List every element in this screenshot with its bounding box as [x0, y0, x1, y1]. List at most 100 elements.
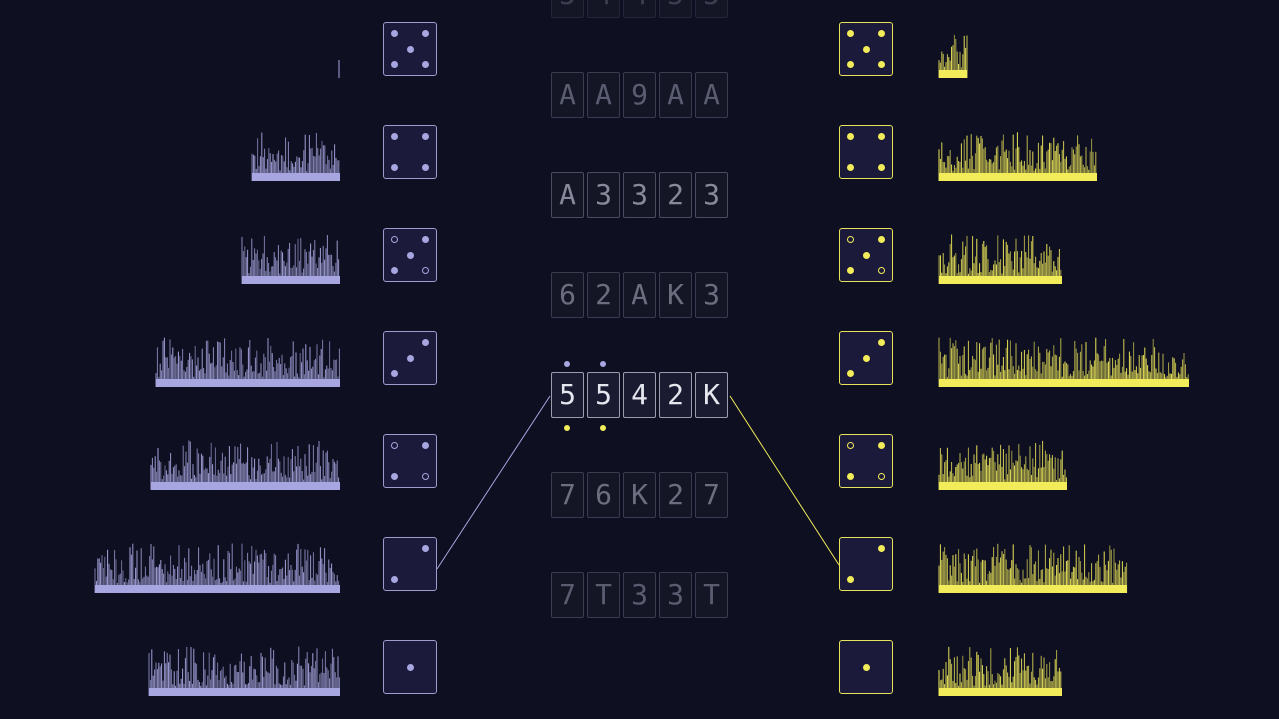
die-pip — [406, 663, 414, 671]
die-pip — [847, 236, 855, 244]
left-histogram-2 — [251, 132, 340, 181]
die-pip — [406, 45, 414, 53]
left-match-marker — [564, 361, 570, 367]
card[interactable]: 3 — [623, 172, 656, 218]
card[interactable]: 6 — [587, 472, 620, 518]
left-die-5[interactable] — [383, 434, 437, 488]
left-die-2[interactable] — [383, 125, 437, 179]
card[interactable]: 3 — [695, 172, 728, 218]
die-pip — [391, 30, 399, 38]
die-pip — [847, 133, 855, 141]
left-die-3[interactable] — [383, 228, 437, 282]
die-pip — [421, 163, 429, 171]
left-die-1[interactable] — [383, 22, 437, 76]
die-pip — [862, 663, 870, 671]
right-match-marker — [600, 425, 606, 431]
left-die-4[interactable] — [383, 331, 437, 385]
card[interactable]: T — [695, 572, 728, 618]
die-pip — [877, 266, 885, 274]
die-pip — [847, 472, 855, 480]
card[interactable]: 6 — [551, 272, 584, 318]
right-link-line — [729, 395, 840, 566]
card[interactable]: K — [623, 472, 656, 518]
card[interactable]: T — [587, 572, 620, 618]
card[interactable]: 5 — [551, 372, 584, 418]
die-pip — [877, 545, 885, 553]
card[interactable]: K — [695, 372, 728, 418]
die-pip — [847, 60, 855, 68]
die-pip — [847, 442, 855, 450]
hand-row-1[interactable]: 54455 — [551, 0, 728, 20]
card[interactable]: 5 — [695, 0, 728, 18]
card[interactable]: 2 — [587, 272, 620, 318]
card[interactable]: 2 — [659, 372, 692, 418]
right-histogram-4 — [938, 337, 1189, 387]
right-die-3[interactable] — [839, 228, 893, 282]
die-pip — [877, 236, 885, 244]
card[interactable]: 3 — [695, 272, 728, 318]
die-pip — [391, 442, 399, 450]
card[interactable]: 5 — [551, 0, 584, 18]
die-pip — [847, 163, 855, 171]
die-pip — [877, 339, 885, 347]
right-die-6[interactable] — [839, 537, 893, 591]
card[interactable]: A — [695, 72, 728, 118]
right-match-marker — [564, 425, 570, 431]
card[interactable]: 3 — [587, 172, 620, 218]
card[interactable]: 5 — [659, 0, 692, 18]
right-die-7[interactable] — [839, 640, 893, 694]
card[interactable]: 4 — [623, 372, 656, 418]
card[interactable]: A — [659, 72, 692, 118]
card[interactable]: 5 — [587, 372, 620, 418]
card[interactable]: 4 — [623, 0, 656, 18]
left-histogram-4 — [155, 337, 340, 387]
card[interactable]: A — [587, 72, 620, 118]
right-die-4[interactable] — [839, 331, 893, 385]
die-pip — [421, 30, 429, 38]
right-histogram-3 — [938, 234, 1062, 284]
card[interactable]: 9 — [623, 72, 656, 118]
die-pip — [421, 442, 429, 450]
die-pip — [421, 60, 429, 68]
die-pip — [391, 369, 399, 377]
card[interactable]: 2 — [659, 172, 692, 218]
die-pip — [391, 472, 399, 480]
left-histogram-5 — [150, 440, 340, 490]
left-histogram-7 — [148, 646, 340, 696]
left-histogram-6 — [94, 543, 340, 593]
left-die-6[interactable] — [383, 537, 437, 591]
card[interactable]: K — [659, 272, 692, 318]
card[interactable]: A — [551, 172, 584, 218]
card[interactable]: A — [623, 272, 656, 318]
card[interactable]: 3 — [659, 572, 692, 618]
right-die-1[interactable] — [839, 22, 893, 76]
card[interactable]: A — [551, 72, 584, 118]
die-pip — [406, 354, 414, 362]
card[interactable]: 2 — [659, 472, 692, 518]
left-match-marker — [600, 361, 606, 367]
left-histogram-3 — [241, 235, 340, 284]
card[interactable]: 7 — [551, 572, 584, 618]
right-die-2[interactable] — [839, 125, 893, 179]
die-pip — [406, 251, 414, 259]
right-die-5[interactable] — [839, 434, 893, 488]
card[interactable]: 4 — [587, 0, 620, 18]
die-pip — [862, 251, 870, 259]
die-pip — [391, 60, 399, 68]
card[interactable]: 3 — [623, 572, 656, 618]
card[interactable]: 7 — [551, 472, 584, 518]
die-pip — [421, 236, 429, 244]
die-pip — [421, 339, 429, 347]
card[interactable]: 7 — [695, 472, 728, 518]
die-pip — [847, 266, 855, 274]
die-pip — [421, 472, 429, 480]
die-pip — [862, 45, 870, 53]
left-die-7[interactable] — [383, 640, 437, 694]
